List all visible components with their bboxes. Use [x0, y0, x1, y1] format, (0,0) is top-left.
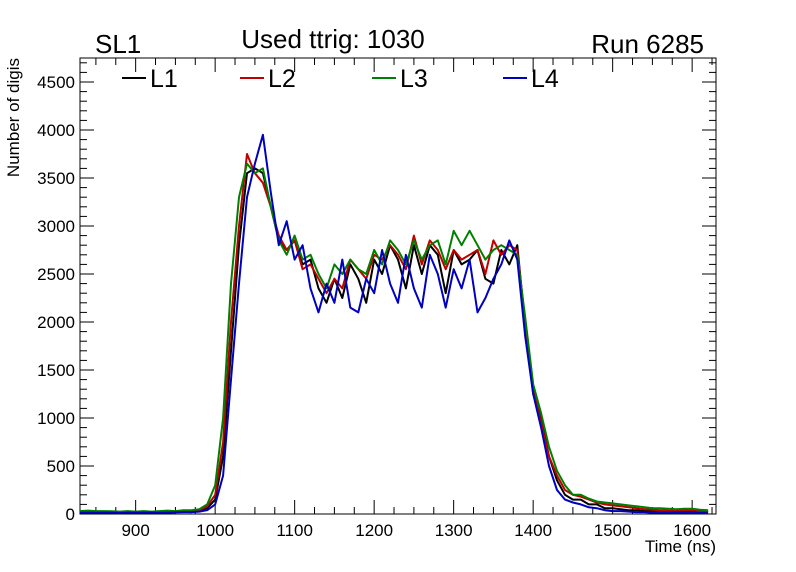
legend-label-l4: L4 [531, 65, 559, 93]
run-label: Run 6285 [591, 29, 704, 59]
y-tick-label: 500 [47, 457, 75, 476]
legend-label-l2: L2 [268, 65, 296, 93]
y-tick-label: 3000 [37, 217, 75, 236]
x-axis: 900 1000 1100 1200 1300 1400 1500 1600 [95, 58, 713, 540]
y-tick-label: 1000 [37, 409, 75, 428]
superlayer-label: SL1 [95, 29, 141, 59]
x-tick-label: 1000 [196, 521, 234, 540]
x-tick-label: 1600 [673, 521, 711, 540]
y-tick-label: 3500 [37, 169, 75, 188]
x-axis-label: Time (ns) [645, 537, 716, 556]
legend-label-l3: L3 [400, 65, 428, 93]
y-tick-label: 4500 [37, 73, 75, 92]
series-line-l2 [79, 153, 709, 514]
legend: L1 L2 L3 L4 [122, 65, 559, 93]
legend-label-l1: L1 [150, 65, 178, 93]
y-tick-label: 2500 [37, 265, 75, 284]
y-tick-label: 2000 [37, 313, 75, 332]
y-axis-label: Number of digis [4, 58, 23, 177]
y-tick-label: 4000 [37, 121, 75, 140]
x-tick-label: 1100 [276, 521, 313, 540]
x-tick-label: 1200 [355, 521, 393, 540]
x-tick-label: 900 [121, 521, 149, 540]
plot-frame [79, 57, 717, 515]
x-tick-label: 1500 [594, 521, 632, 540]
x-tick-label: 1300 [435, 521, 473, 540]
x-tick-label: 1400 [514, 521, 552, 540]
series-line-l3 [79, 162, 709, 513]
series-line-l4 [80, 133, 709, 515]
chart-title: Used ttrig: 1030 [241, 24, 425, 54]
y-axis: 0 500 1000 1500 2000 2500 3000 3500 4000 4500 [37, 62, 716, 524]
series-line-l1 [80, 167, 709, 514]
y-tick-label: 0 [66, 505, 75, 524]
y-tick-label: 1500 [37, 361, 75, 380]
series-layer [79, 133, 709, 515]
